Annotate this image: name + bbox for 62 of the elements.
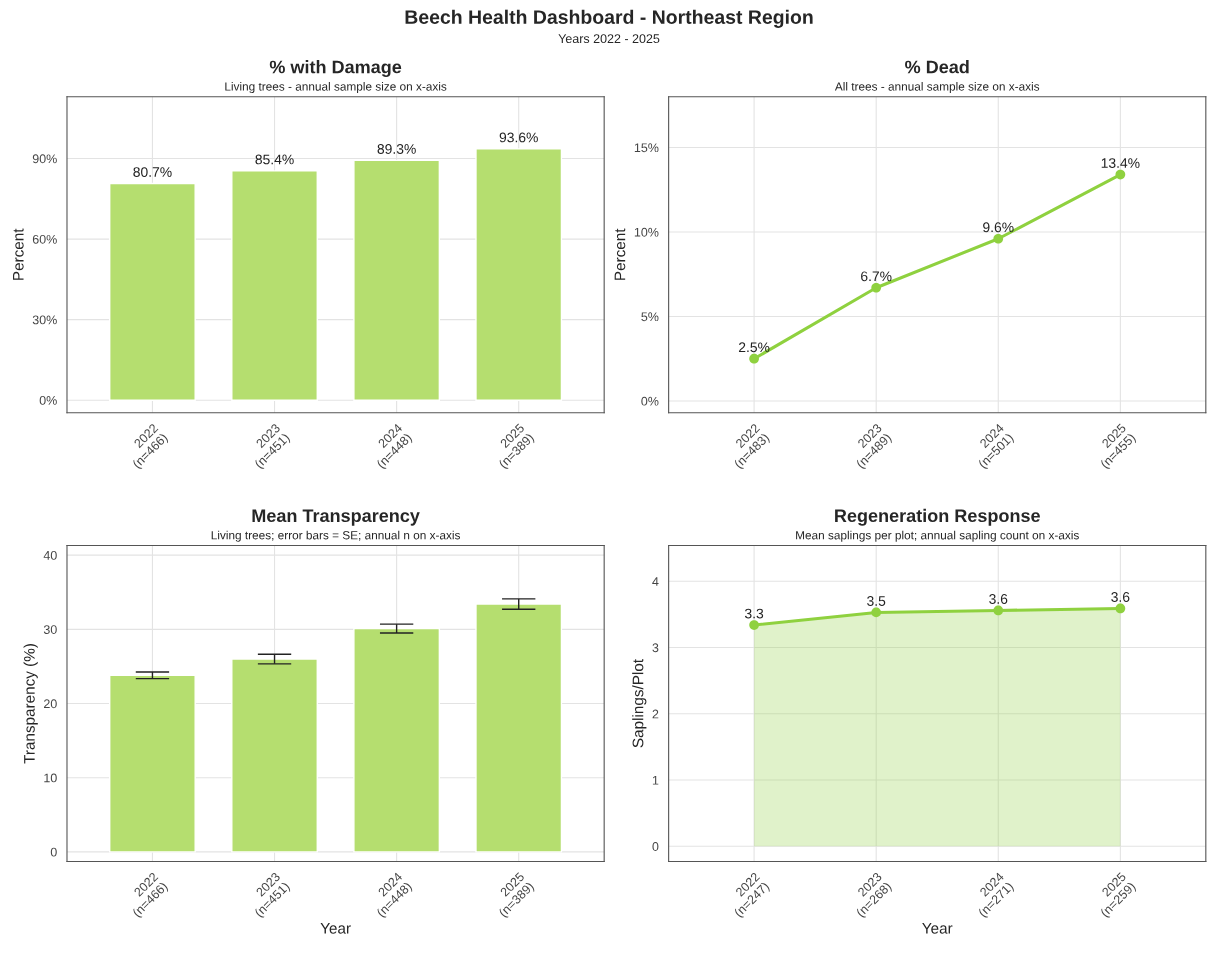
x-axis-title: Year [320,923,351,934]
data-label: 13.4% [1101,158,1140,168]
y-tick-label: 0% [39,395,57,405]
chart-title: Regeneration Response [835,508,1040,526]
y-tick-label: 10 [44,773,57,783]
y-tick-label: 0 [50,847,57,857]
chart-subtitle: Living trees - annual sample size on x-axis [225,82,447,94]
bar [475,603,563,853]
data-label: 3.6 [1111,592,1130,602]
point [993,605,1004,616]
y-tick-label: 1 [652,775,659,785]
y-tick-label: 0 [652,842,659,851]
y-tick-label: 60% [32,234,57,244]
y-tick-label: 3 [652,643,659,653]
x-axis-title: Year [922,923,953,934]
data-label: 93.6% [499,132,538,143]
y-tick-label: 20 [43,699,57,709]
data-label: 85.4% [255,154,294,165]
y-tick-label: 2 [652,709,659,719]
y-axis-title: Percent [614,228,626,280]
chart-subtitle: Living trees; error bars = SE; annual n on x-axis [211,530,460,542]
point [749,353,759,364]
data-label: 9.6% [983,222,1014,233]
y-tick-label: 0% [641,396,659,406]
chart-title: Mean Transparency [252,509,420,526]
bar [109,182,196,401]
bar [353,159,441,401]
y-tick-label: 15% [634,143,659,153]
chart-subtitle: All trees - annual sample size on x-axis [834,82,1040,94]
data-label: 80.7% [133,167,172,177]
point [871,607,882,618]
y-tick-label: 5% [641,312,659,322]
chart-title: % with Damage [269,60,402,78]
y-tick-label: 30 [43,625,57,634]
point [871,282,882,293]
data-label: 6.7% [861,271,892,282]
text: Beech Health Dashboard - Northeast Region [405,9,813,28]
bar [475,148,563,401]
point [749,620,759,630]
data-label: 3.5 [867,596,886,606]
data-label: 2.5% [738,342,770,353]
y-tick-label: 4 [652,577,659,586]
data-label: 3.6 [989,594,1008,604]
y-axis-title: Percent [13,228,24,280]
y-tick-label: 10% [634,227,659,237]
y-tick-label: 40 [43,550,57,560]
y-axis-title: Transparency (%) [23,644,38,764]
chart-title: % Dead [905,60,969,74]
y-tick-label: 90% [32,154,57,164]
point [1115,603,1126,614]
bar [231,658,318,853]
bar [231,170,318,401]
bar [109,674,196,853]
data-label: 89.3% [377,144,416,154]
text: Years 2022 - 2025 [558,34,660,44]
point [1115,169,1126,180]
data-label: 3.3 [744,608,764,619]
y-axis-title: Saplings/Plot [632,659,647,748]
chart-subtitle: Mean saplings per plot; annual sapling count on x-axis [796,530,1079,542]
y-tick-label: 30% [32,315,57,325]
bar [353,627,441,853]
point [993,233,1004,244]
